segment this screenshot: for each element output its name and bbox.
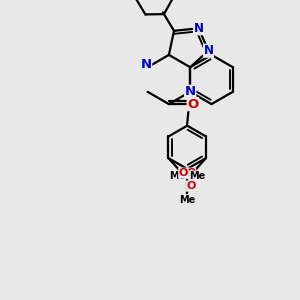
Text: N: N xyxy=(203,44,214,57)
Text: O: O xyxy=(179,168,188,178)
Text: Me: Me xyxy=(189,171,205,181)
Text: N: N xyxy=(140,58,152,71)
Text: N: N xyxy=(184,85,196,98)
Text: N: N xyxy=(194,22,203,35)
Text: O: O xyxy=(187,98,199,111)
Text: Me: Me xyxy=(169,171,186,181)
Text: O: O xyxy=(186,181,196,191)
Text: O: O xyxy=(186,168,196,178)
Text: Me: Me xyxy=(179,194,195,205)
